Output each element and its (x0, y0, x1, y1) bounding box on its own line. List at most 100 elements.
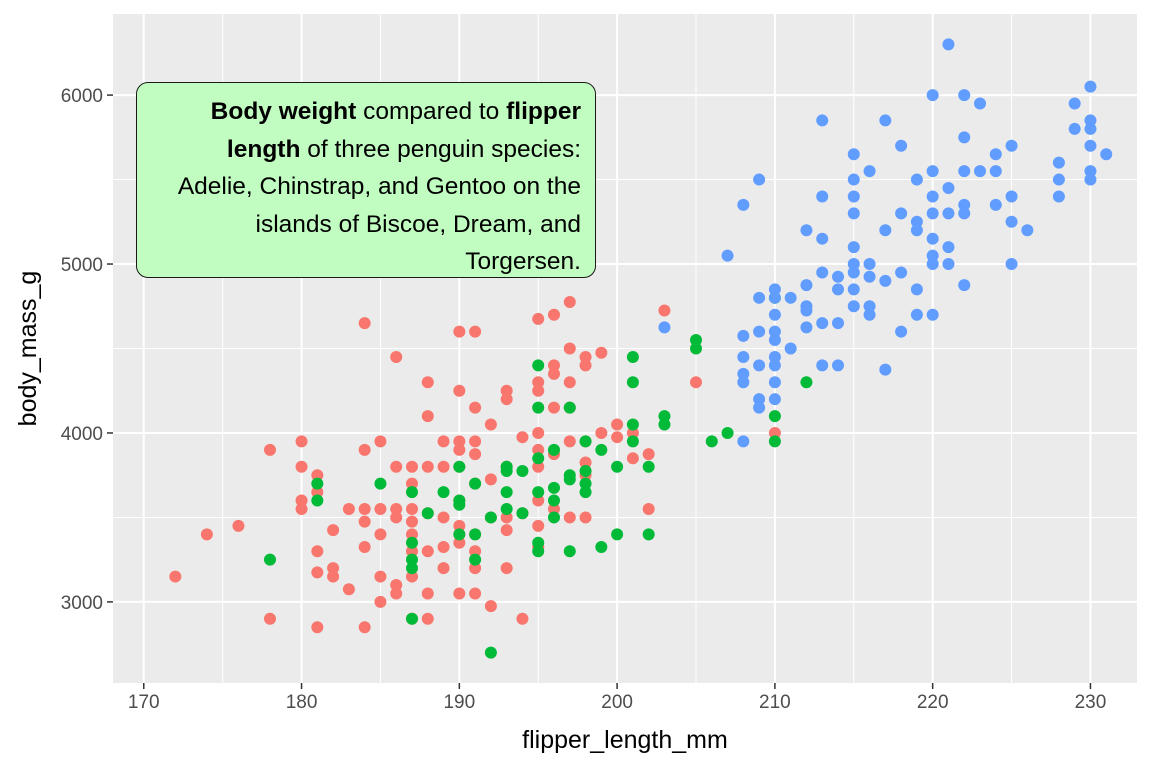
data-point (863, 308, 876, 321)
data-point (595, 443, 608, 456)
data-point (816, 114, 829, 127)
data-point (910, 283, 923, 296)
data-point (800, 376, 813, 389)
data-point (737, 198, 750, 211)
data-point (579, 477, 592, 490)
data-point (263, 553, 276, 566)
data-point (611, 418, 624, 431)
data-point (405, 515, 418, 528)
data-point (500, 524, 513, 537)
data-point (311, 494, 324, 507)
x-tick-label: 230 (1075, 692, 1107, 713)
data-point (374, 435, 387, 448)
data-point (626, 350, 639, 363)
data-point (295, 502, 308, 515)
data-point (800, 224, 813, 237)
data-point (532, 443, 545, 456)
data-point (784, 291, 797, 304)
data-point (405, 486, 418, 499)
y-axis-title: body_mass_g (14, 271, 42, 427)
data-point (847, 148, 860, 161)
data-point (847, 190, 860, 203)
data-point (942, 258, 955, 271)
data-point (563, 296, 576, 309)
data-point (958, 198, 971, 211)
data-point (547, 401, 560, 414)
data-point (768, 376, 781, 389)
y-tick-label: 4000 (61, 424, 103, 445)
data-point (500, 511, 513, 524)
data-point (1005, 139, 1018, 152)
data-point (469, 477, 482, 490)
data-point (532, 376, 545, 389)
data-point (926, 165, 939, 178)
data-point (311, 566, 324, 579)
annotation-bold-body-weight: Body weight (210, 98, 357, 125)
data-point (500, 562, 513, 575)
data-point (453, 435, 466, 448)
data-point (926, 232, 939, 245)
data-point (1052, 156, 1065, 169)
data-point (500, 486, 513, 499)
data-point (295, 460, 308, 473)
data-point (958, 89, 971, 102)
data-point (547, 502, 560, 515)
data-point (200, 528, 213, 541)
data-point (926, 190, 939, 203)
data-point (469, 435, 482, 448)
data-point (263, 612, 276, 625)
data-point (390, 350, 403, 363)
data-point (547, 367, 560, 380)
data-point (516, 507, 529, 520)
data-point (405, 536, 418, 549)
data-point (989, 148, 1002, 161)
data-point (358, 621, 371, 634)
data-point (1084, 165, 1097, 178)
data-point (327, 524, 340, 537)
data-point (816, 317, 829, 330)
data-point (232, 519, 245, 532)
data-point (910, 215, 923, 228)
data-point (879, 274, 892, 287)
data-point (390, 579, 403, 592)
data-point (942, 241, 955, 254)
data-point (1052, 190, 1065, 203)
data-point (579, 435, 592, 448)
data-point (926, 258, 939, 271)
data-point (547, 511, 560, 524)
data-point (532, 494, 545, 507)
data-point (579, 350, 592, 363)
data-point (753, 325, 766, 338)
data-point (768, 435, 781, 448)
data-point (327, 562, 340, 575)
data-point (737, 350, 750, 363)
data-point (816, 266, 829, 279)
data-point (721, 426, 734, 439)
data-point (832, 359, 845, 372)
data-point (958, 279, 971, 292)
data-point (626, 426, 639, 439)
data-point (768, 426, 781, 439)
data-point (500, 502, 513, 515)
data-point (642, 528, 655, 541)
data-point (595, 541, 608, 554)
data-point (453, 498, 466, 511)
data-point (453, 460, 466, 473)
data-point (879, 114, 892, 127)
annotation-text-1: compared to (356, 98, 507, 125)
data-point (958, 165, 971, 178)
data-point (390, 502, 403, 515)
data-point (1068, 97, 1081, 110)
data-point (642, 460, 655, 473)
data-point (1084, 139, 1097, 152)
data-point (847, 300, 860, 313)
data-point (311, 477, 324, 490)
data-point (942, 38, 955, 51)
data-point (1084, 122, 1097, 135)
y-tick-label: 6000 (61, 86, 103, 107)
data-point (437, 562, 450, 575)
data-point (863, 300, 876, 313)
data-point (469, 553, 482, 566)
data-point (437, 435, 450, 448)
data-point (421, 612, 434, 625)
